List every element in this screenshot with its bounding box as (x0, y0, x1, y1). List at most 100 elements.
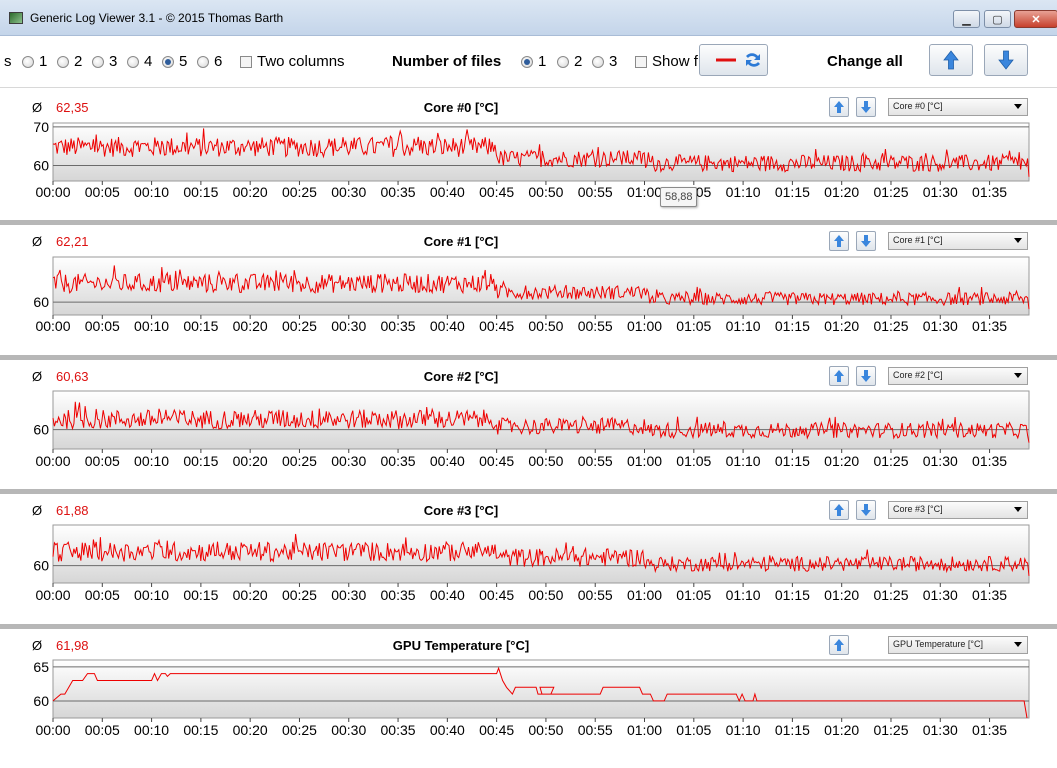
x-tick-label: 00:40 (430, 722, 465, 738)
show-label: Show f (652, 53, 698, 70)
x-tick-label: 00:45 (479, 587, 514, 603)
close-button[interactable]: ✕ (1014, 10, 1057, 28)
files-radio-3[interactable]: 3 (592, 53, 617, 70)
x-tick-label: 01:15 (775, 587, 810, 603)
line-chart[interactable]: 60 00:00 00:05 00:10 00:15 00:20 00:25 00:30 00:… (0, 226, 1057, 354)
channel-select[interactable]: Core #1 [°C] (888, 232, 1028, 250)
radio-icon (127, 55, 139, 68)
x-tick-label: 00:20 (233, 453, 268, 469)
maximize-button[interactable]: ▢ (984, 10, 1011, 28)
layout-radio-6[interactable]: 6 (197, 53, 222, 70)
average-value: 60,63 (56, 369, 89, 384)
two-columns-checkbox[interactable]: Two columns (240, 53, 345, 70)
channel-select[interactable]: Core #2 [°C] (888, 367, 1028, 385)
radio-icon (592, 55, 604, 68)
layout-radio-4[interactable]: 4 (127, 53, 152, 70)
chevron-down-icon (1014, 104, 1022, 109)
x-tick-label: 01:05 (676, 318, 711, 334)
chart-panel: 70 60 00:00 00:05 00:10 00:15 00:20 00:25 00:30 0… (0, 92, 1057, 220)
x-tick-label: 00:10 (134, 184, 169, 200)
x-tick-label: 00:00 (35, 318, 70, 334)
x-tick-label: 01:15 (775, 318, 810, 334)
radio-icon (557, 55, 569, 68)
x-tick-label: 01:00 (627, 722, 662, 738)
panel-separator[interactable] (0, 220, 1057, 225)
x-tick-label: 00:45 (479, 318, 514, 334)
files-radio-1[interactable]: 1 (521, 53, 546, 70)
x-tick-label: 00:40 (430, 587, 465, 603)
x-tick-label: 00:50 (528, 318, 563, 334)
move-up-button[interactable] (829, 366, 849, 386)
line-chart[interactable]: 60 00:00 00:05 00:10 00:15 00:20 00:25 00:30 00:… (0, 361, 1057, 489)
checkbox-icon (240, 55, 252, 68)
x-tick-label: 00:50 (528, 184, 563, 200)
x-tick-label: 01:10 (726, 318, 761, 334)
plot-area (52, 390, 1030, 450)
move-all-up-button[interactable] (929, 44, 973, 76)
arrow-down-icon (998, 50, 1014, 70)
layout-radio-5[interactable]: 5 (162, 53, 187, 70)
average-value: 62,21 (56, 234, 89, 249)
x-tick-label: 01:05 (676, 722, 711, 738)
x-tick-label: 01:10 (726, 453, 761, 469)
channel-select-value: Core #3 [°C] (893, 504, 943, 514)
x-tick-label: 00:55 (578, 184, 613, 200)
panel-title: Core #2 [°C] (423, 369, 499, 384)
move-down-button[interactable] (856, 97, 876, 117)
series-line (52, 265, 1030, 310)
y-tick-label: 60 (33, 422, 49, 438)
layout-label-3: 3 (109, 53, 118, 70)
layout-radio-1[interactable]: 1 (22, 53, 47, 70)
x-tick-label: 01:20 (824, 587, 859, 603)
x-tick-label: 01:20 (824, 184, 859, 200)
x-tick-label: 01:00 (627, 318, 662, 334)
series-line (52, 666, 1028, 719)
move-up-button[interactable] (829, 500, 849, 520)
x-tick-label: 01:25 (873, 453, 908, 469)
files-radio-2[interactable]: 2 (557, 53, 582, 70)
x-tick-label: 01:30 (923, 318, 958, 334)
arrow-down-icon (861, 504, 871, 516)
line-chart[interactable]: 70 60 00:00 00:05 00:10 00:15 00:20 00:25 00:30 0… (0, 92, 1057, 220)
move-down-button[interactable] (856, 366, 876, 386)
line-chart[interactable]: 60 00:00 00:05 00:10 00:15 00:20 00:25 00:30 00:… (0, 495, 1057, 623)
layout-radio-2[interactable]: 2 (57, 53, 82, 70)
x-tick-label: 00:55 (578, 587, 613, 603)
move-up-button[interactable] (829, 97, 849, 117)
move-all-down-button[interactable] (984, 44, 1028, 76)
move-down-button[interactable] (856, 231, 876, 251)
x-tick-label: 01:05 (676, 453, 711, 469)
x-tick-label: 01:05 (676, 587, 711, 603)
series-line (52, 533, 1030, 576)
average-symbol: Ø (32, 503, 43, 518)
x-tick-label: 01:00 (627, 587, 662, 603)
panel-title: Core #1 [°C] (423, 234, 499, 249)
panel-separator[interactable] (0, 624, 1057, 629)
panel-separator[interactable] (0, 355, 1057, 360)
minimize-button[interactable]: ▁ (953, 10, 980, 28)
move-up-button[interactable] (829, 231, 849, 251)
layout-label-4: 4 (144, 53, 153, 70)
layout-label-5: 5 (179, 53, 188, 70)
x-tick-label: 00:15 (183, 587, 218, 603)
x-tick-label: 01:15 (775, 184, 810, 200)
move-up-button[interactable] (829, 635, 849, 655)
layout-label-1: 1 (39, 53, 48, 70)
x-tick-label: 00:25 (282, 318, 317, 334)
x-tick-label: 00:40 (430, 453, 465, 469)
layout-label-2: 2 (74, 53, 83, 70)
line-style-button[interactable] (699, 44, 768, 76)
move-down-button[interactable] (856, 500, 876, 520)
x-tick-label: 01:15 (775, 453, 810, 469)
average-symbol: Ø (32, 369, 43, 384)
layout-radio-3[interactable]: 3 (92, 53, 117, 70)
y-tick-label: 60 (33, 294, 49, 310)
x-tick-label: 01:10 (726, 184, 761, 200)
radio-selected-icon (521, 55, 533, 68)
show-checkbox[interactable]: Show f (635, 53, 699, 70)
panel-separator[interactable] (0, 489, 1057, 494)
channel-select[interactable]: Core #3 [°C] (888, 501, 1028, 519)
channel-select[interactable]: Core #0 [°C] (888, 98, 1028, 116)
channel-select[interactable]: GPU Temperature [°C] (888, 636, 1028, 654)
line-chart[interactable]: 65 60 00:00 00:05 00:10 00:15 00:20 00:25 00:30 0… (0, 630, 1057, 758)
